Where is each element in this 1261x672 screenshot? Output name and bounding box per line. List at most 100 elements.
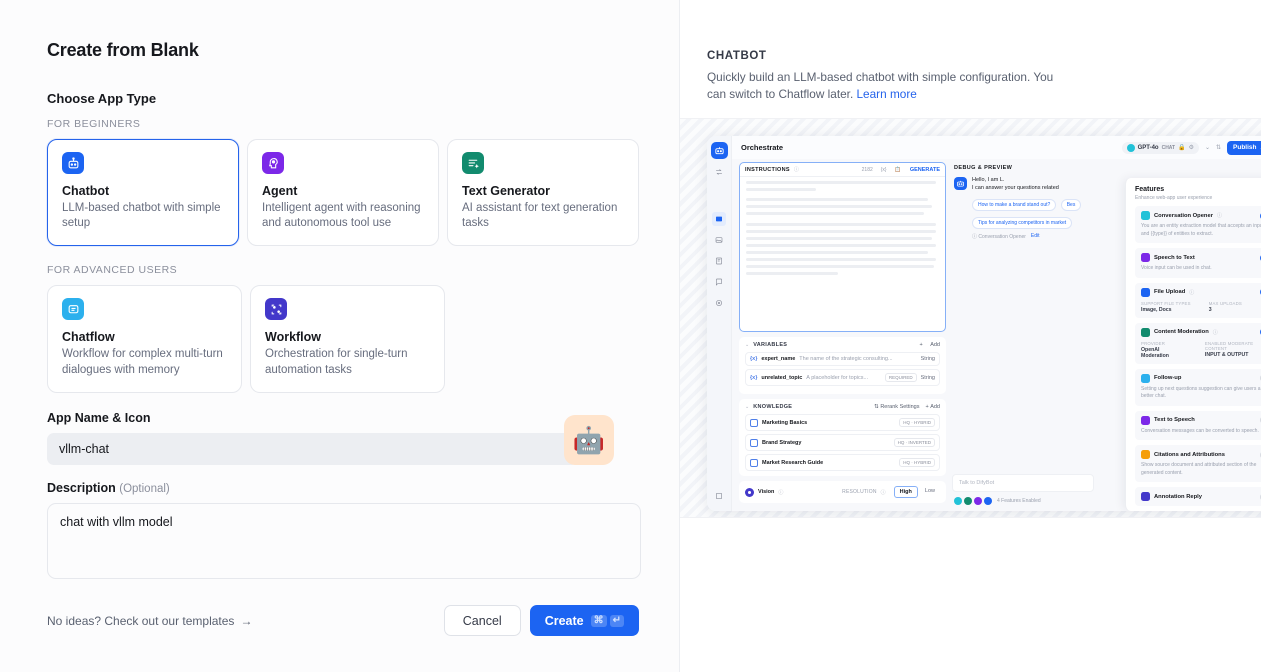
resolution-low-option[interactable]: Low: [924, 488, 935, 494]
text-generator-icon: [462, 152, 484, 174]
instructions-char-count: 2182: [861, 166, 873, 173]
cancel-button[interactable]: Cancel: [443, 605, 521, 636]
chevron-down-icon[interactable]: ⌄: [745, 404, 750, 410]
rerank-label: Rerank Settings: [880, 404, 920, 410]
switch-icon[interactable]: [712, 165, 726, 179]
feature-meta: SUPPORT FILE TYPES Image, Docs MAX UPLOA…: [1141, 301, 1261, 313]
variable-name: expert_name: [761, 356, 796, 362]
generate-button[interactable]: GENERATE: [909, 166, 940, 173]
feature-item-annotation-reply[interactable]: Annotation Reply: [1135, 487, 1261, 506]
collapse-icon[interactable]: [712, 489, 726, 503]
settings-gear-icon[interactable]: [712, 296, 726, 310]
create-shortcut: ⌘ ↵: [590, 614, 624, 627]
feature-name: Annotation Reply: [1154, 493, 1202, 500]
knowledge-card: ⌄ KNOWLEDGE ⇅ Rerank Settings + Add: [739, 399, 946, 476]
gallery-icon[interactable]: [712, 233, 726, 247]
shield-check-icon: [964, 497, 972, 505]
variable-insert-icon[interactable]: {x}: [880, 166, 887, 173]
annotation-reply-icon: [1141, 492, 1150, 501]
app-type-card-text-generator[interactable]: Text Generator AI assistant for text gen…: [447, 139, 639, 247]
enter-key-icon: ↵: [609, 614, 624, 627]
feature-name: Text to Speech: [1154, 417, 1195, 423]
features-subtitle: Enhance web-app user experience: [1135, 195, 1213, 201]
knowledge-row[interactable]: Marketing Basics HQ · HYBRID: [745, 414, 940, 431]
feature-name: Citations and Attributions: [1154, 451, 1225, 458]
chat-message: Hello, I am L. I can answer your questio…: [952, 177, 1094, 240]
params-icon: ⚙: [1188, 145, 1194, 151]
model-selector[interactable]: GPT-4o CHAT 🔒 ⚙: [1121, 141, 1199, 154]
preview-description: Quickly build an LLM-based chatbot with …: [707, 69, 1055, 103]
model-tag: CHAT: [1161, 144, 1176, 151]
learn-more-link[interactable]: Learn more: [856, 87, 917, 102]
add-knowledge-button[interactable]: + Add: [925, 404, 940, 410]
suggestion-chip[interactable]: How to make a brand stand out?: [972, 198, 1057, 211]
templates-link[interactable]: No ideas? Check out our templates →: [47, 614, 252, 628]
suggestion-chip-partial[interactable]: Bes: [1060, 198, 1082, 211]
copy-icon[interactable]: 📋: [894, 166, 901, 173]
app-type-card-agent[interactable]: Agent Intelligent agent with reasoning a…: [247, 139, 439, 247]
knowledge-row[interactable]: Brand Strategy HQ · INVERTED: [745, 434, 940, 451]
meta-value: Image, Docs: [1141, 306, 1172, 313]
description-textarea[interactable]: [47, 502, 641, 579]
screenshot-main: Orchestrate GPT-4o CHAT 🔒 ⚙ ⌄ ⇅ Publish: [732, 136, 1261, 511]
choose-app-type-label: Choose App Type: [47, 91, 157, 106]
add-variable-button[interactable]: + Add: [919, 342, 940, 348]
chatbot-icon: [62, 152, 84, 174]
bot-avatar-icon: [954, 177, 967, 190]
app-type-card-chatbot[interactable]: Chatbot LLM-based chatbot with simple se…: [47, 139, 239, 247]
conversation-opener-tag: ⓘ Conversation Opener: [972, 233, 1026, 240]
meta-value: OpenAI Moderation: [1141, 346, 1169, 359]
left-form-panel: Create from Blank Choose App Type FOR BE…: [47, 40, 641, 636]
citations-icon: [1141, 450, 1150, 459]
lock-icon: 🔒: [1178, 145, 1186, 151]
feature-name: Content Moderation: [1154, 329, 1209, 335]
orchestrate-icon[interactable]: [712, 212, 726, 226]
annotation-icon[interactable]: [712, 275, 726, 289]
variable-desc: A placeholder for topics...: [806, 374, 869, 381]
feature-item-file-upload[interactable]: File Upload ⓘ SUPPORT FILE TYPES Image, …: [1135, 282, 1261, 318]
variable-type: String: [920, 356, 935, 362]
feature-name: Follow-up: [1154, 375, 1182, 381]
variable-row[interactable]: {x} expert_name The name of the strategi…: [745, 352, 940, 366]
feature-item-content-moderation[interactable]: Content Moderation ⓘ PROVIDER OpenAI Mod…: [1135, 322, 1261, 364]
app-type-card-chatflow[interactable]: Chatflow Workflow for complex multi-turn…: [47, 285, 242, 393]
templates-link-text: No ideas? Check out our templates: [47, 613, 235, 628]
beginner-card-row: Chatbot LLM-based chatbot with simple se…: [47, 139, 639, 247]
feature-item-conversation-opener[interactable]: Conversation Opener ⓘ You are an entity …: [1135, 206, 1261, 243]
rerank-settings-button[interactable]: ⇅ Rerank Settings: [874, 404, 920, 410]
card-description: Intelligent agent with reasoning and aut…: [262, 202, 421, 230]
feature-description: Voice input can be used in chat.: [1141, 265, 1212, 271]
app-name-input[interactable]: [47, 432, 578, 465]
knowledge-row[interactable]: Market Research Guide HQ · HYBRID: [745, 454, 940, 471]
logs-icon[interactable]: [712, 254, 726, 268]
chat-input[interactable]: Talk to DifyBot: [952, 474, 1094, 492]
app-icon-avatar[interactable]: 🤖: [564, 414, 614, 465]
app-type-card-workflow[interactable]: Workflow Orchestration for single-turn a…: [250, 285, 445, 393]
opener-edit-link[interactable]: Edit: [1030, 233, 1040, 240]
info-icon: ⓘ: [1189, 289, 1195, 296]
chevron-down-icon[interactable]: ⌄: [1204, 145, 1210, 151]
create-button[interactable]: Create ⌘ ↵: [529, 605, 639, 636]
suggestion-chip[interactable]: Tips for analyzing competitors in market: [972, 216, 1073, 229]
feature-item-speech-to-text[interactable]: Speech to Text Voice input can be used i…: [1135, 248, 1261, 278]
agent-brain-icon: [262, 152, 284, 174]
feature-item-follow-up[interactable]: Follow-up Setting up next questions sugg…: [1135, 368, 1261, 406]
chevron-down-icon[interactable]: ⌄: [745, 342, 750, 348]
resolution-high-option[interactable]: High: [893, 486, 918, 498]
feature-item-text-to-speech[interactable]: Text to Speech Conversation messages can…: [1135, 410, 1261, 440]
description-label-text: Description: [47, 480, 116, 495]
publish-button[interactable]: Publish ⌄: [1227, 140, 1261, 155]
greeting-line-1: Hello, I am L.: [972, 177, 1005, 183]
variable-row[interactable]: {x} unrelated_topic A placeholder for to…: [745, 369, 940, 386]
knowledge-name: Marketing Basics: [762, 419, 808, 426]
feature-item-citations[interactable]: Citations and Attributions Show source d…: [1135, 445, 1261, 482]
for-advanced-users-label: FOR ADVANCED USERS: [47, 264, 178, 277]
robot-emoji-icon: 🤖: [572, 424, 606, 455]
compare-icon[interactable]: ⇅: [1216, 145, 1222, 151]
config-column: INSTRUCTIONS ⓘ 2182 {x} 📋 GENERATE: [739, 162, 946, 511]
text-to-speech-icon: [1141, 415, 1150, 425]
add-label: Add: [930, 342, 940, 348]
card-description: LLM-based chatbot with simple setup: [62, 202, 221, 230]
dialog-footer: No ideas? Check out our templates → Canc…: [47, 605, 639, 636]
